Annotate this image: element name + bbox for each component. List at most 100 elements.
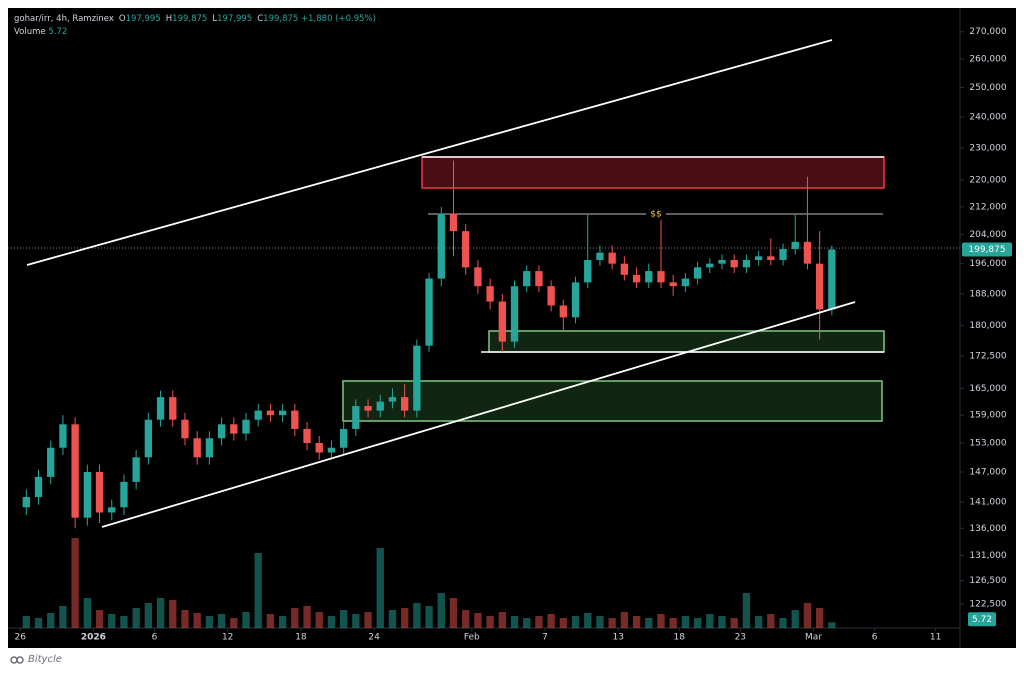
y-tick-label: 165,000 bbox=[969, 384, 1006, 394]
y-tick-label: 159,000 bbox=[969, 411, 1006, 421]
candle-body bbox=[193, 438, 201, 458]
last-price-label: 199,875 bbox=[968, 245, 1005, 255]
volume-bar bbox=[779, 618, 787, 628]
candle-body bbox=[803, 241, 812, 264]
volume-bar bbox=[510, 616, 519, 628]
volume-bar bbox=[681, 616, 690, 628]
volume-bar bbox=[486, 616, 494, 628]
candle-body bbox=[767, 256, 775, 260]
demand-zone bbox=[342, 380, 883, 422]
last-price-tag bbox=[962, 242, 1012, 257]
candle-body bbox=[742, 259, 751, 268]
volume-bar bbox=[59, 606, 67, 628]
volume-bar bbox=[217, 614, 226, 628]
candle-body bbox=[669, 282, 677, 287]
y-tick-label: 172,500 bbox=[969, 352, 1006, 362]
x-tick-label: 6 bbox=[872, 633, 878, 643]
volume-bar bbox=[364, 612, 372, 628]
ohlc-value: 197,995 bbox=[125, 14, 161, 24]
candle-body bbox=[620, 263, 629, 275]
y-tick-label: 136,000 bbox=[969, 524, 1006, 534]
trend-line bbox=[101, 301, 856, 528]
x-tick-label: 2026 bbox=[81, 633, 106, 643]
volume-bar bbox=[767, 614, 775, 628]
candle-body bbox=[352, 406, 360, 429]
candle-body bbox=[547, 286, 555, 306]
candle-body bbox=[230, 424, 238, 434]
candle-body bbox=[339, 428, 348, 448]
volume-bar bbox=[462, 610, 470, 628]
volume-bar bbox=[718, 616, 726, 628]
volume-bar bbox=[474, 613, 482, 628]
candle-body bbox=[449, 213, 458, 232]
volume-bar bbox=[742, 593, 751, 628]
x-tick-label: Mar bbox=[805, 633, 822, 643]
volume-row: Volume 5.72 bbox=[14, 26, 376, 39]
x-tick-label: 6 bbox=[152, 633, 158, 643]
volume-bar bbox=[205, 616, 214, 628]
candle-body bbox=[754, 256, 763, 260]
y-tick-label: 188,000 bbox=[969, 289, 1006, 299]
volume-bar bbox=[22, 616, 30, 628]
candle-body bbox=[169, 397, 177, 420]
volume-bar bbox=[169, 600, 177, 628]
volume-bar bbox=[608, 618, 616, 628]
volume-tag-label: 5.72 bbox=[972, 615, 992, 625]
y-tick-label: 270,000 bbox=[969, 27, 1006, 37]
candle-body bbox=[632, 274, 641, 283]
volume-bar bbox=[95, 610, 104, 628]
candle-body bbox=[242, 419, 250, 434]
candle-body bbox=[681, 278, 690, 287]
ohlc: O197,995 H199,875 L197,995 C199,875 bbox=[114, 14, 298, 24]
y-tick-label: 220,000 bbox=[969, 176, 1006, 186]
volume-bar bbox=[83, 598, 91, 628]
candle-body bbox=[437, 213, 445, 279]
volume-bar bbox=[327, 616, 336, 628]
annotation: $$ bbox=[650, 210, 661, 220]
volume-bar bbox=[645, 618, 653, 628]
candle-body bbox=[693, 267, 702, 279]
candle-body bbox=[706, 263, 714, 268]
candle-body bbox=[828, 249, 836, 310]
volume-bar bbox=[449, 598, 458, 628]
ohlc-key: C bbox=[257, 14, 264, 24]
volume-bar bbox=[730, 618, 738, 628]
candle-body bbox=[425, 278, 433, 346]
candle-body bbox=[718, 259, 726, 264]
volume-bar bbox=[706, 614, 714, 628]
candle-body bbox=[291, 410, 299, 429]
candle-body bbox=[144, 419, 153, 458]
legend-row: gohar/irr, 4h, Ramzinex O197,995 H199,875 L… bbox=[14, 13, 376, 26]
volume-bar bbox=[278, 616, 287, 628]
candle-body bbox=[486, 286, 494, 302]
volume-value: 5.72 bbox=[48, 27, 68, 37]
brand: Bitycle bbox=[28, 654, 62, 665]
logo-icon bbox=[10, 655, 24, 664]
candle-body bbox=[254, 410, 262, 420]
x-tick-label: 13 bbox=[613, 633, 624, 643]
candle-body bbox=[657, 271, 665, 283]
y-tick-label: 153,000 bbox=[969, 438, 1006, 448]
candle-body bbox=[217, 424, 226, 439]
ohlc-value: 199,875 bbox=[172, 14, 208, 24]
volume-bar bbox=[413, 603, 421, 628]
volume-bar bbox=[425, 606, 433, 628]
volume-bar bbox=[815, 608, 824, 628]
y-tick-label: 122,500 bbox=[969, 599, 1006, 609]
x-tick-label: 11 bbox=[930, 633, 941, 643]
volume-bar bbox=[315, 612, 323, 628]
y-tick-label: 230,000 bbox=[969, 143, 1006, 153]
volume-bar bbox=[498, 612, 506, 628]
y-tick-label: 131,000 bbox=[969, 551, 1006, 561]
y-tick-label: 260,000 bbox=[969, 55, 1006, 65]
candle-body bbox=[22, 497, 30, 508]
candle-body bbox=[791, 241, 799, 250]
candle-body bbox=[510, 286, 519, 342]
volume-bar bbox=[266, 614, 275, 628]
candle-body bbox=[730, 259, 738, 268]
supply-zone bbox=[421, 156, 885, 189]
symbol: gohar/irr, 4h, Ramzinex bbox=[14, 14, 114, 24]
volume-bar bbox=[193, 613, 201, 628]
candle-body bbox=[59, 424, 67, 448]
